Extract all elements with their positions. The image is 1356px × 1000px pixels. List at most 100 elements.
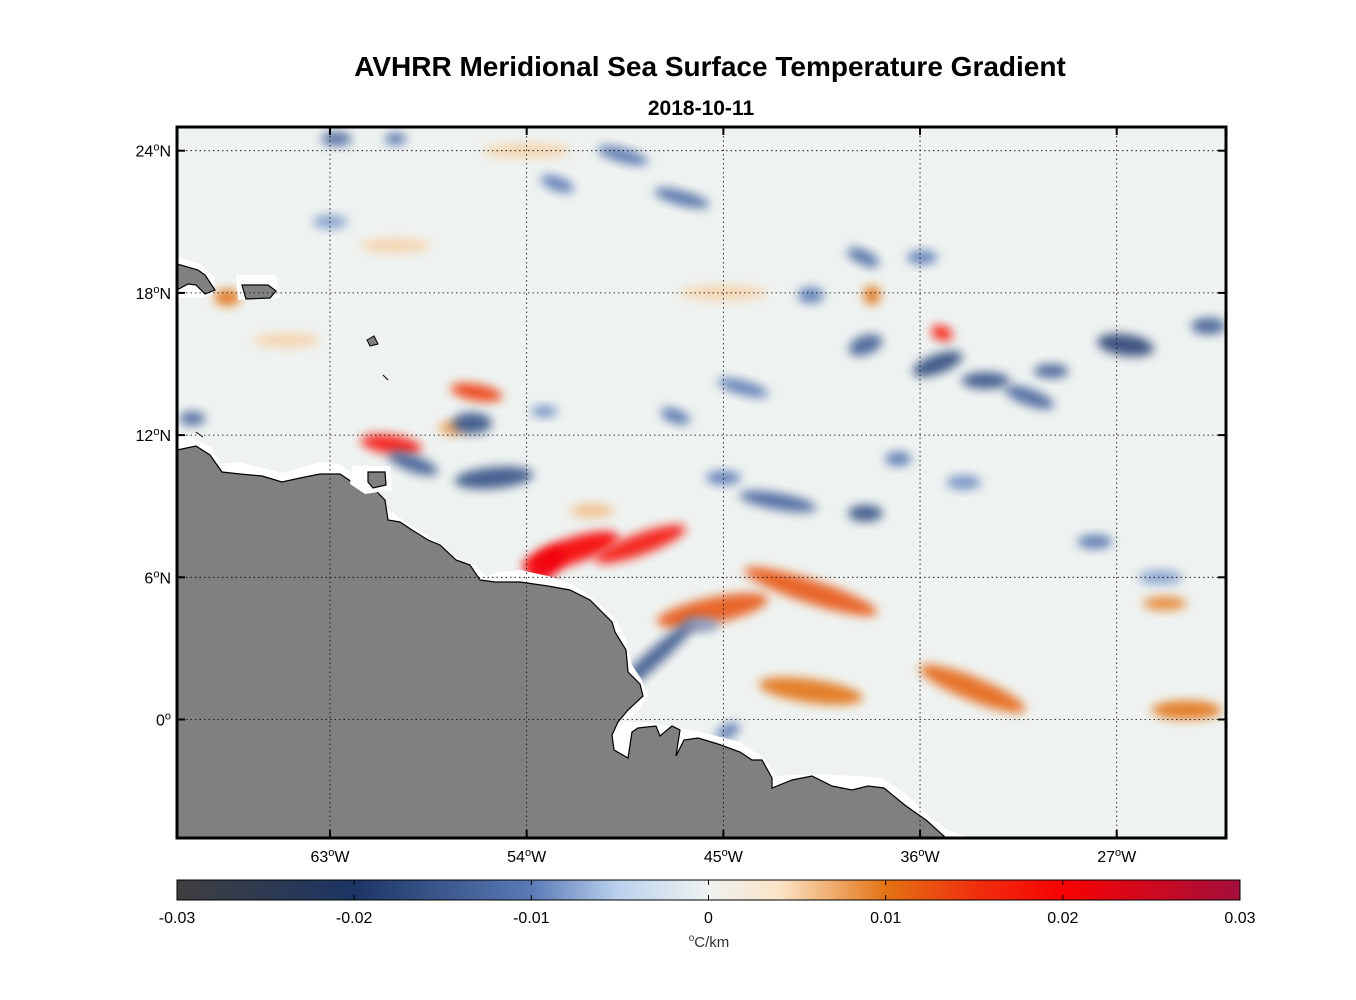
- gradient-feature: [540, 174, 574, 193]
- gradient-feature: [384, 132, 407, 145]
- gradient-feature: [946, 475, 982, 490]
- gradient-feature: [848, 334, 883, 356]
- gradient-feature: [1142, 596, 1187, 611]
- longitude-labels: 63oW 54oW 45oW 36oW 27oW: [310, 847, 1137, 866]
- map-panel: [175, 125, 1228, 840]
- tick-number: 54: [507, 849, 525, 866]
- colorbar-tick-label: 0.01: [870, 910, 901, 927]
- graticule: [177, 127, 1226, 838]
- gradient-feature: [1151, 700, 1222, 720]
- gradient-feature: [594, 524, 686, 564]
- colorbar-tick-label: 0.02: [1047, 910, 1078, 927]
- tick-hemisphere: N: [159, 286, 171, 303]
- tick-hemisphere: N: [159, 144, 171, 161]
- tick-number: 12: [136, 428, 154, 445]
- gradient-feature: [388, 451, 438, 476]
- lat-label: 18oN: [136, 284, 171, 303]
- gradient-feature: [1191, 317, 1226, 335]
- lat-label: 6oN: [144, 568, 171, 587]
- lat-label: 24oN: [136, 142, 171, 161]
- gradient-field: [179, 131, 1226, 741]
- tick-number: 63: [310, 849, 328, 866]
- lon-label: 36oW: [901, 847, 941, 866]
- tick-degree: o: [722, 847, 728, 859]
- tick-degree: o: [1115, 847, 1121, 859]
- tick-number: 18: [136, 286, 154, 303]
- gradient-feature: [758, 677, 863, 705]
- tick-degree: o: [153, 142, 159, 154]
- gradient-feature: [919, 664, 1026, 713]
- colorbar-tick-label: 0: [704, 910, 713, 927]
- colorbar-tick-label: -0.03: [159, 910, 196, 927]
- tick-degree: o: [918, 847, 924, 859]
- gradient-feature: [1097, 333, 1154, 357]
- gradient-feature: [450, 383, 503, 402]
- gradient-feature: [931, 325, 953, 341]
- gradient-feature: [797, 286, 824, 304]
- chart-subtitle: 2018-10-11: [648, 97, 755, 120]
- tick-hemisphere: W: [334, 849, 350, 866]
- tick-degree: o: [153, 568, 159, 580]
- lat-label: 12oN: [136, 426, 171, 445]
- land-caribbean-2: [241, 284, 277, 300]
- unit-text: C/km: [694, 934, 729, 951]
- gradient-feature: [1004, 385, 1055, 410]
- colorbar-tick-label: 0.03: [1224, 910, 1255, 927]
- gradient-feature: [179, 411, 206, 426]
- gradient-feature: [885, 451, 912, 466]
- land-trinidad: [367, 471, 387, 489]
- tick-hemisphere: N: [159, 570, 171, 587]
- colorbar-tick-label: -0.02: [336, 910, 373, 927]
- tick-degree: o: [153, 284, 159, 296]
- gradient-feature: [739, 490, 817, 513]
- gradient-feature: [360, 434, 422, 455]
- gradient-feature: [912, 351, 963, 377]
- gradient-feature: [452, 412, 492, 434]
- tick-number: 45: [704, 849, 722, 866]
- gradient-feature: [214, 289, 241, 306]
- gradient-feature: [679, 285, 768, 301]
- land-islet-1: [366, 335, 379, 347]
- gradient-feature: [684, 617, 719, 632]
- gradient-feature: [717, 378, 769, 398]
- gradient-feature: [1033, 364, 1069, 379]
- tick-hemisphere: W: [1121, 849, 1137, 866]
- tick-degree: o: [525, 847, 531, 859]
- lon-label: 27oW: [1097, 847, 1137, 866]
- map-frame: [175, 125, 1228, 840]
- colorbar-tick-label: -0.01: [513, 910, 550, 927]
- gradient-feature: [961, 372, 1010, 389]
- tick-hemisphere: N: [159, 428, 171, 445]
- tick-degree: o: [328, 847, 334, 859]
- gradient-feature: [1138, 570, 1183, 585]
- gradient-feature: [705, 470, 741, 485]
- tick-hemisphere: W: [728, 849, 744, 866]
- tick-hemisphere: W: [924, 849, 940, 866]
- tick-number: 27: [1097, 849, 1115, 866]
- gradient-feature: [744, 567, 878, 616]
- gradient-feature: [847, 505, 883, 522]
- gradient-feature: [454, 466, 534, 489]
- tick-number: 24: [136, 144, 154, 161]
- tick-degree: o: [165, 711, 171, 723]
- colorbar: -0.03 -0.02 -0.01 0 0.01 0.02 0.03 oC/km: [159, 879, 1256, 951]
- lat-label: 0o: [156, 711, 171, 730]
- degree-mark: o: [689, 933, 695, 944]
- land: [177, 257, 970, 838]
- tick-number: 0: [156, 713, 165, 730]
- chart-title: AVHRR Meridional Sea Surface Temperature…: [354, 51, 1066, 82]
- gradient-feature: [253, 333, 320, 348]
- lon-label: 63oW: [310, 847, 350, 866]
- tick-hemisphere: W: [531, 849, 547, 866]
- land-tobago: [195, 431, 204, 438]
- gradient-feature: [570, 503, 615, 519]
- land-caribbean-1: [177, 263, 216, 295]
- gradient-feature: [660, 407, 690, 425]
- gradient-feature: [531, 405, 558, 418]
- colorbar-unit-label: oC/km: [689, 933, 730, 951]
- tick-number: 36: [901, 849, 919, 866]
- lon-label: 45oW: [704, 847, 744, 866]
- gradient-feature: [906, 250, 938, 265]
